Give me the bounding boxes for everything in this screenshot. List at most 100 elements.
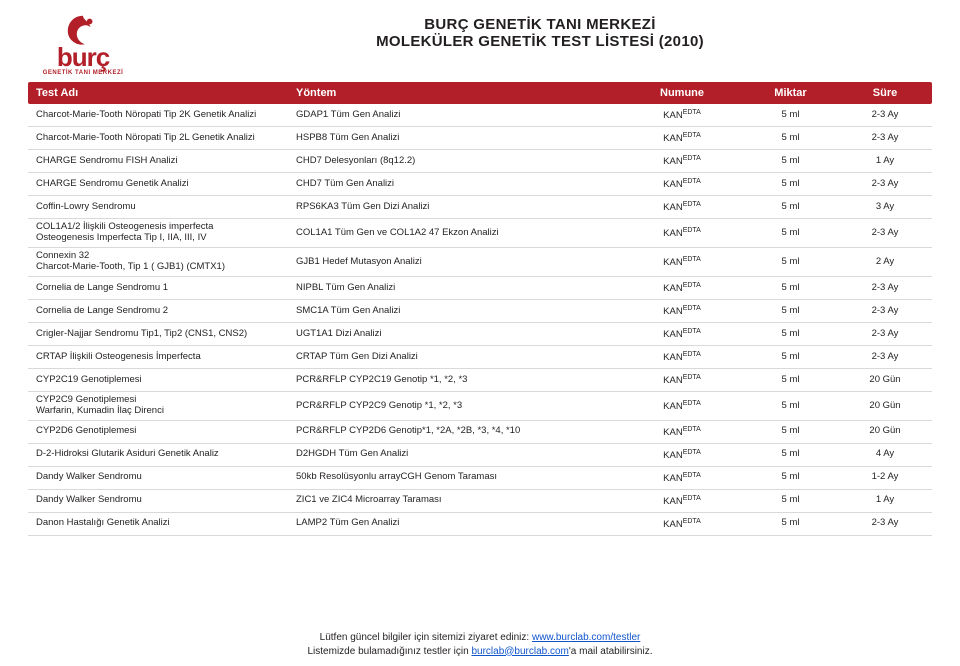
cell-method: PCR&RFLP CYP2C19 Genotip *1, *2, *3 bbox=[296, 375, 621, 386]
table-row: CYP2C9 GenotiplemesiWarfarin, Kumadin İl… bbox=[28, 392, 932, 421]
cell-test-name: Charcot-Marie-Tooth Nöropati Tip 2K Gene… bbox=[28, 110, 296, 121]
cell-amount: 5 ml bbox=[743, 401, 838, 412]
footer-line-2: Listemizde bulamadığınız testler için bu… bbox=[0, 645, 960, 659]
cell-method: HSPB8 Tüm Gen Analizi bbox=[296, 133, 621, 144]
cell-amount: 5 ml bbox=[743, 518, 838, 529]
cell-test-name: CYP2C19 Genotiplemesi bbox=[28, 375, 296, 386]
title-line-1: BURÇ GENETİK TANI MERKEZİ bbox=[148, 16, 932, 33]
cell-amount: 5 ml bbox=[743, 110, 838, 121]
footer-text-1a: Lütfen güncel bilgiler için sitemizi ziy… bbox=[320, 632, 532, 643]
cell-amount: 5 ml bbox=[743, 228, 838, 239]
col-time: Süre bbox=[838, 87, 932, 99]
cell-test-name: CYP2D6 Genotiplemesi bbox=[28, 426, 296, 437]
cell-sample: KANEDTA bbox=[621, 178, 743, 191]
footer-line-1: Lütfen güncel bilgiler için sitemizi ziy… bbox=[0, 631, 960, 645]
cell-sample: KANEDTA bbox=[621, 399, 743, 412]
cell-amount: 5 ml bbox=[743, 426, 838, 437]
cell-method: D2HGDH Tüm Gen Analizi bbox=[296, 449, 621, 460]
table-row: Danon Hastalığı Genetik AnaliziLAMP2 Tüm… bbox=[28, 513, 932, 536]
cell-time: 2-3 Ay bbox=[838, 352, 932, 363]
cell-sample: KANEDTA bbox=[621, 448, 743, 461]
footer-link-site[interactable]: www.burclab.com/testler bbox=[532, 632, 640, 643]
cell-test-name: Dandy Walker Sendromu bbox=[28, 495, 296, 506]
cell-time: 2-3 Ay bbox=[838, 179, 932, 190]
cell-amount: 5 ml bbox=[743, 257, 838, 268]
table-body: Charcot-Marie-Tooth Nöropati Tip 2K Gene… bbox=[28, 104, 932, 536]
cell-method: UGT1A1 Dizi Analizi bbox=[296, 329, 621, 340]
cell-sample: KANEDTA bbox=[621, 517, 743, 530]
table-row: Cornelia de Lange Sendromu 1NIPBL Tüm Ge… bbox=[28, 277, 932, 300]
cell-method: CHD7 Delesyonları (8q12.2) bbox=[296, 156, 621, 167]
cell-test-name: CHARGE Sendromu FISH Analizi bbox=[28, 156, 296, 167]
cell-test-name: Connexin 32Charcot-Marie-Tooth, Tip 1 ( … bbox=[28, 251, 296, 273]
cell-method: NIPBL Tüm Gen Analizi bbox=[296, 283, 621, 294]
cell-amount: 5 ml bbox=[743, 472, 838, 483]
cell-test-name: Crigler-Najjar Sendromu Tip1, Tip2 (CNS1… bbox=[28, 329, 296, 340]
cell-time: 2-3 Ay bbox=[838, 133, 932, 144]
cell-sample: KANEDTA bbox=[621, 201, 743, 214]
cell-time: 20 Gün bbox=[838, 426, 932, 437]
cell-time: 4 Ay bbox=[838, 449, 932, 460]
cell-method: PCR&RFLP CYP2D6 Genotip*1, *2A, *2B, *3,… bbox=[296, 426, 621, 437]
cell-method: PCR&RFLP CYP2C9 Genotip *1, *2, *3 bbox=[296, 401, 621, 412]
cell-method: GDAP1 Tüm Gen Analizi bbox=[296, 110, 621, 121]
cell-time: 1-2 Ay bbox=[838, 472, 932, 483]
title-line-2: MOLEKÜLER GENETİK TEST LİSTESİ (2010) bbox=[148, 33, 932, 50]
cell-amount: 5 ml bbox=[743, 329, 838, 340]
cell-time: 20 Gün bbox=[838, 375, 932, 386]
cell-amount: 5 ml bbox=[743, 202, 838, 213]
table-row: Coffin-Lowry SendromuRPS6KA3 Tüm Gen Diz… bbox=[28, 196, 932, 219]
cell-time: 2 Ay bbox=[838, 257, 932, 268]
table-row: Charcot-Marie-Tooth Nöropati Tip 2L Gene… bbox=[28, 127, 932, 150]
table-row: CHARGE Sendromu Genetik AnaliziCHD7 Tüm … bbox=[28, 173, 932, 196]
footer-link-mail[interactable]: burclab@burclab.com bbox=[471, 646, 568, 657]
footer: Lütfen güncel bilgiler için sitemizi ziy… bbox=[0, 631, 960, 658]
cell-test-name: CHARGE Sendromu Genetik Analizi bbox=[28, 179, 296, 190]
table-row: CYP2D6 GenotiplemesiPCR&RFLP CYP2D6 Geno… bbox=[28, 421, 932, 444]
cell-sample: KANEDTA bbox=[621, 328, 743, 341]
header: burç GENETİK TANI MERKEZİ BURÇ GENETİK T… bbox=[28, 10, 932, 76]
cell-time: 3 Ay bbox=[838, 202, 932, 213]
cell-test-name: CRTAP İlişkili Osteogenesis İmperfecta bbox=[28, 352, 296, 363]
cell-sample: KANEDTA bbox=[621, 494, 743, 507]
cell-method: GJB1 Hedef Mutasyon Analizi bbox=[296, 257, 621, 268]
cell-sample: KANEDTA bbox=[621, 471, 743, 484]
cell-test-name: COL1A1/2 İlişkili Osteogenesis imperfect… bbox=[28, 222, 296, 244]
col-name: Test Adı bbox=[28, 87, 296, 99]
cell-amount: 5 ml bbox=[743, 375, 838, 386]
cell-sample: KANEDTA bbox=[621, 351, 743, 364]
cell-test-name: CYP2C9 GenotiplemesiWarfarin, Kumadin İl… bbox=[28, 395, 296, 417]
table-row: Dandy Walker SendromuZIC1 ve ZIC4 Microa… bbox=[28, 490, 932, 513]
cell-test-name: D-2-Hidroksi Glutarik Asiduri Genetik An… bbox=[28, 449, 296, 460]
table-row: COL1A1/2 İlişkili Osteogenesis imperfect… bbox=[28, 219, 932, 248]
cell-time: 2-3 Ay bbox=[838, 110, 932, 121]
footer-text-2c: 'a mail atabilirsiniz. bbox=[569, 646, 653, 657]
cell-method: SMC1A Tüm Gen Analizi bbox=[296, 306, 621, 317]
cell-method: CRTAP Tüm Gen Dizi Analizi bbox=[296, 352, 621, 363]
table-row: CRTAP İlişkili Osteogenesis İmperfectaCR… bbox=[28, 346, 932, 369]
cell-amount: 5 ml bbox=[743, 156, 838, 167]
cell-time: 1 Ay bbox=[838, 156, 932, 167]
cell-sample: KANEDTA bbox=[621, 374, 743, 387]
cell-time: 2-3 Ay bbox=[838, 518, 932, 529]
table-row: CYP2C19 GenotiplemesiPCR&RFLP CYP2C19 Ge… bbox=[28, 369, 932, 392]
cell-time: 2-3 Ay bbox=[838, 228, 932, 239]
cell-amount: 5 ml bbox=[743, 179, 838, 190]
logo: burç GENETİK TANI MERKEZİ bbox=[28, 10, 138, 76]
logo-subtitle: GENETİK TANI MERKEZİ bbox=[43, 70, 124, 76]
cell-test-name: Dandy Walker Sendromu bbox=[28, 472, 296, 483]
cell-amount: 5 ml bbox=[743, 283, 838, 294]
table-row: Connexin 32Charcot-Marie-Tooth, Tip 1 ( … bbox=[28, 248, 932, 277]
table-row: D-2-Hidroksi Glutarik Asiduri Genetik An… bbox=[28, 444, 932, 467]
cell-amount: 5 ml bbox=[743, 306, 838, 317]
cell-test-name: Cornelia de Lange Sendromu 1 bbox=[28, 283, 296, 294]
cell-test-name: Cornelia de Lange Sendromu 2 bbox=[28, 306, 296, 317]
cell-sample: KANEDTA bbox=[621, 256, 743, 269]
table-row: Dandy Walker Sendromu50kb Resolüsyonlu a… bbox=[28, 467, 932, 490]
cell-sample: KANEDTA bbox=[621, 155, 743, 168]
logo-swirl-icon bbox=[64, 12, 102, 50]
cell-method: RPS6KA3 Tüm Gen Dizi Analizi bbox=[296, 202, 621, 213]
col-amount: Miktar bbox=[743, 87, 838, 99]
cell-time: 2-3 Ay bbox=[838, 306, 932, 317]
cell-sample: KANEDTA bbox=[621, 109, 743, 122]
